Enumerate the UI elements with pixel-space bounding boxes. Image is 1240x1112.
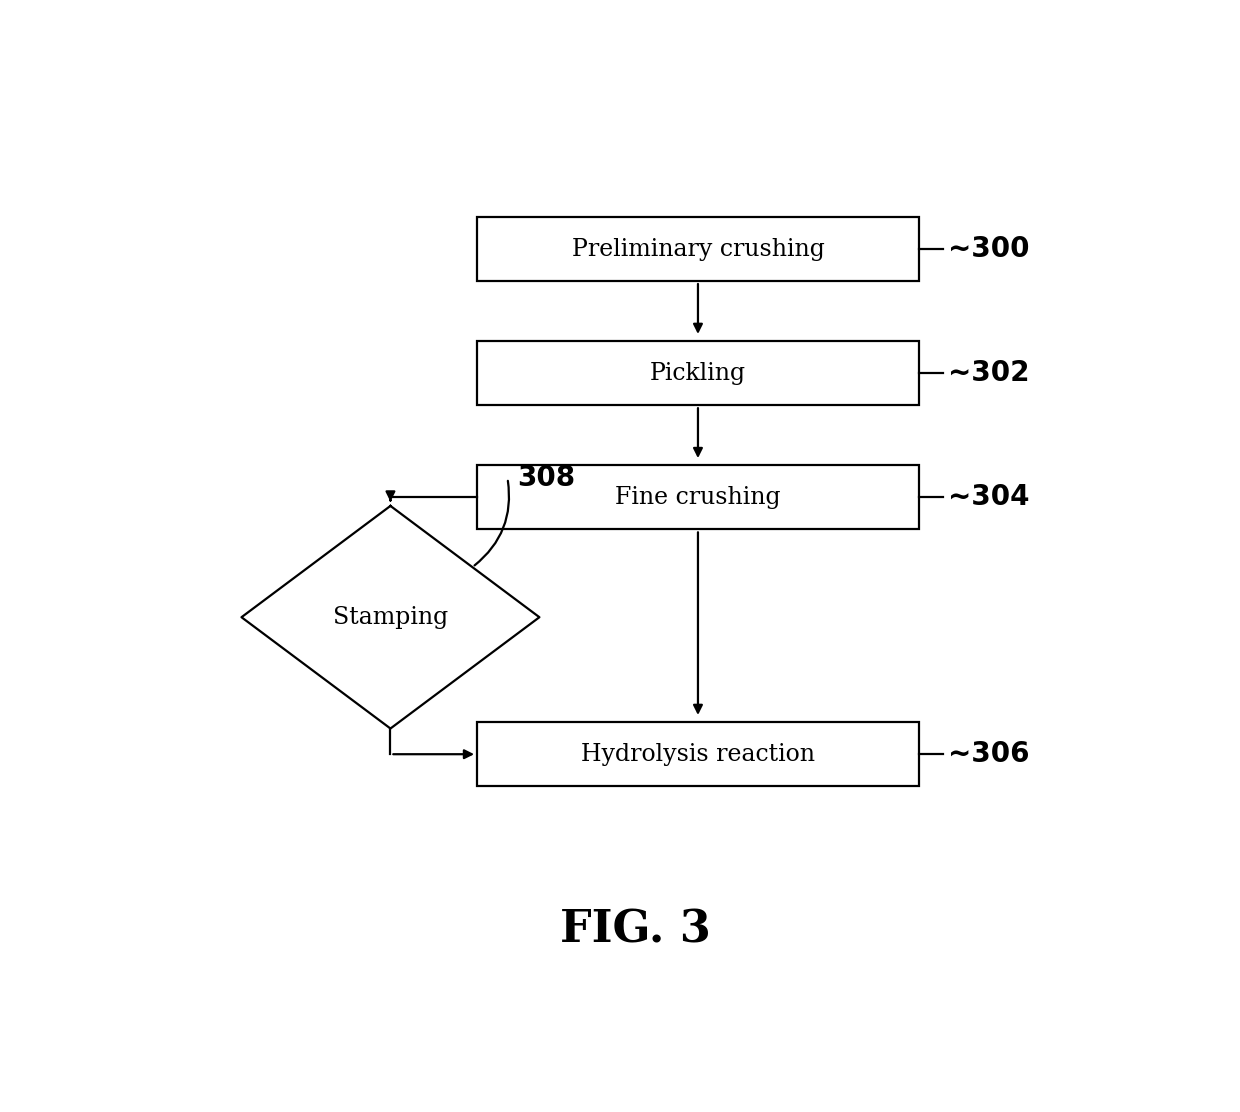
Text: ~300: ~300: [947, 235, 1029, 264]
Bar: [477, 722, 919, 786]
Text: ~302: ~302: [947, 359, 1029, 387]
Text: Stamping: Stamping: [332, 606, 448, 628]
Text: Fine crushing: Fine crushing: [615, 486, 781, 509]
Text: FIG. 3: FIG. 3: [560, 909, 711, 951]
Bar: [477, 341, 919, 405]
Bar: [477, 465, 919, 529]
Bar: [477, 217, 919, 281]
Text: Pickling: Pickling: [650, 361, 746, 385]
Text: Hydrolysis reaction: Hydrolysis reaction: [582, 743, 815, 766]
Text: ~306: ~306: [947, 741, 1029, 768]
Text: Preliminary crushing: Preliminary crushing: [572, 238, 825, 260]
Text: ~304: ~304: [947, 484, 1029, 512]
Text: 308: 308: [517, 464, 575, 493]
